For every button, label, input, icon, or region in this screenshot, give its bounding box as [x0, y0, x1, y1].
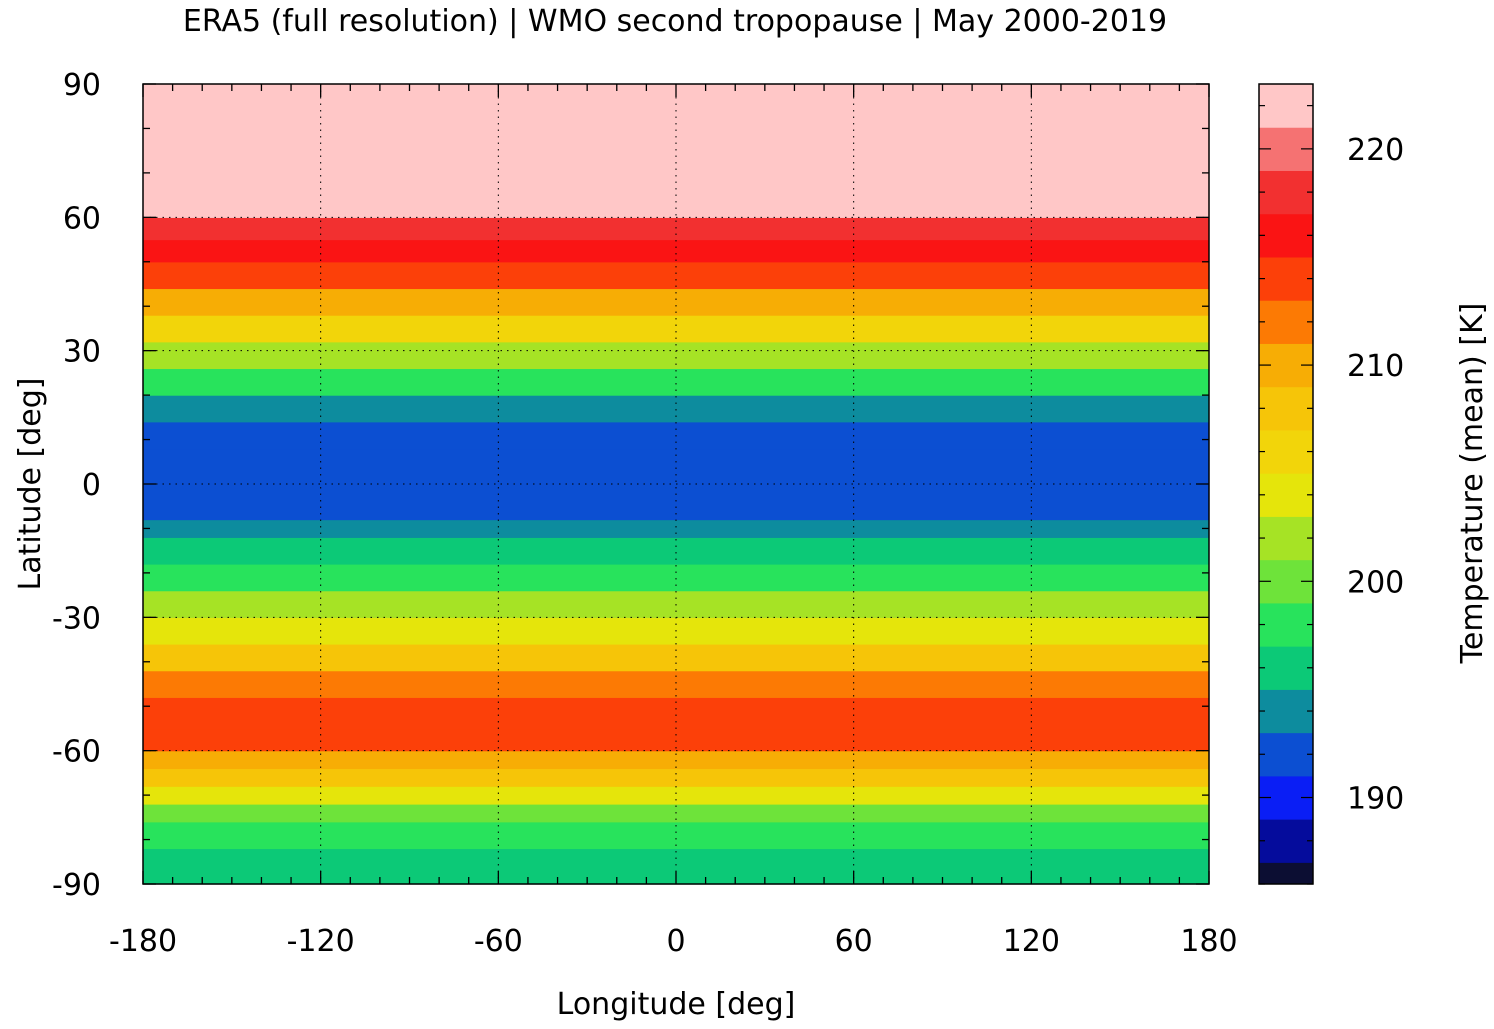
colorbar-level — [1259, 84, 1313, 128]
colorbar-level — [1259, 473, 1313, 517]
colorbar-level — [1259, 732, 1313, 777]
y-tick-label: 30 — [63, 335, 101, 370]
colorbar-level — [1259, 819, 1313, 863]
temperature-band — [143, 728, 1209, 752]
colorbar-levels — [1259, 84, 1313, 885]
colorbar-level — [1259, 213, 1313, 258]
colorbar-frame — [1258, 83, 1314, 885]
temperature-band — [143, 368, 1209, 396]
temperature-band — [143, 564, 1209, 592]
temperature-band — [143, 84, 1209, 192]
temperature-band — [143, 484, 1209, 521]
y-tick-label: 90 — [63, 68, 101, 103]
colorbar-level — [1259, 602, 1313, 647]
temperature-band — [143, 395, 1209, 423]
colorbar-tick-label: 210 — [1347, 349, 1404, 384]
x-tick-label: 60 — [835, 924, 873, 959]
x-tick-label: -60 — [474, 924, 523, 959]
colorbar-level — [1259, 386, 1313, 431]
colorbar-level — [1259, 516, 1313, 561]
chart-title: ERA5 (full resolution) | WMO second trop… — [183, 4, 1167, 39]
temperature-band — [143, 239, 1209, 263]
y-axis-label: Latitude [deg] — [13, 378, 48, 591]
y-tick-label: 0 — [82, 468, 101, 503]
temperature-band — [143, 537, 1209, 565]
y-tick-labels: 90 60 30 0 -30 -60 -90 — [52, 68, 101, 903]
temperature-band — [143, 261, 1209, 290]
y-tick-label: -30 — [52, 601, 101, 636]
colorbar-level — [1259, 300, 1313, 344]
x-tick-label: -120 — [287, 924, 355, 959]
temperature-band — [143, 750, 1209, 770]
colorbar-tick-label: 190 — [1347, 782, 1404, 817]
colorbar-level — [1259, 429, 1313, 474]
x-tick-labels: -180 -120 -60 0 60 120 180 — [109, 924, 1238, 959]
x-axis-label: Longitude [deg] — [557, 987, 796, 1022]
temperature-band — [143, 786, 1209, 805]
axis-ticks — [142, 83, 1210, 885]
colorbar-tick-label: 200 — [1347, 565, 1404, 600]
y-tick-label: -60 — [52, 735, 101, 770]
temperature-band — [143, 670, 1209, 698]
temperature-band — [143, 448, 1209, 485]
colorbar-level — [1259, 862, 1313, 885]
temperature-band — [143, 519, 1209, 538]
x-tick-label: 180 — [1180, 924, 1237, 959]
colorbar-level — [1259, 689, 1313, 734]
colorbar-level — [1259, 170, 1313, 215]
x-tick-label: 0 — [666, 924, 685, 959]
colorbar: 190 200 210 220 Temperature (mean) [K] — [1258, 83, 1490, 885]
grid — [143, 84, 1209, 884]
y-tick-label: -90 — [52, 868, 101, 903]
temperature-band — [143, 644, 1209, 672]
x-tick-label: -180 — [109, 924, 177, 959]
colorbar-level — [1259, 256, 1313, 301]
colorbar-ticks: 190 200 210 220 — [1259, 105, 1404, 885]
colorbar-tick-label: 220 — [1347, 133, 1404, 168]
colorbar-label: Temperature (mean) [K] — [1455, 303, 1490, 665]
colorbar-level — [1259, 646, 1313, 690]
x-tick-label: 120 — [1003, 924, 1060, 959]
temperature-band — [143, 768, 1209, 787]
temperature-band — [143, 217, 1209, 241]
y-tick-label: 60 — [63, 201, 101, 236]
